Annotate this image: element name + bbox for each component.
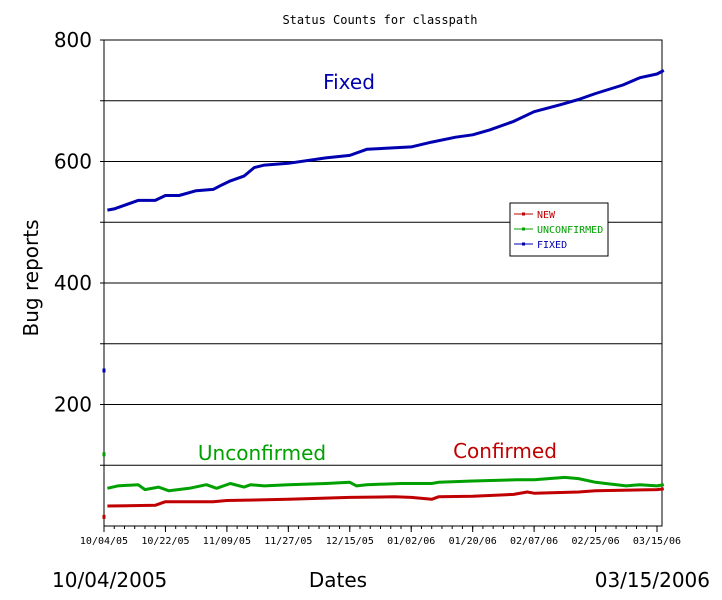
series-line-new (107, 487, 664, 508)
x-tick-label: 01/02/06 (387, 536, 435, 547)
start-date-label: 10/04/2005 (52, 568, 167, 592)
x-tick-label: 02/07/06 (510, 536, 558, 547)
x-axis-label: Dates (309, 568, 367, 592)
legend-label-new: NEW (537, 210, 556, 221)
series-start-point-unconfirmed (102, 452, 106, 457)
x-tick-label: 10/04/05 (80, 536, 128, 547)
x-tick-label: 10/22/05 (141, 536, 189, 547)
series-start-point-fixed (102, 368, 106, 373)
series-start-point-new (102, 514, 106, 519)
series-annotations: Confirmed Unconfirmed Fixed (198, 70, 557, 465)
series-annotation-new: Confirmed (453, 439, 557, 463)
end-date-label: 03/15/2006 (595, 568, 710, 592)
x-tick-label: 12/15/05 (326, 536, 374, 547)
x-tick-label: 11/27/05 (264, 536, 312, 547)
y-tick-label: 800 (54, 28, 92, 52)
legend-label-fixed: FIXED (537, 240, 567, 251)
x-tick-label: 02/25/06 (571, 536, 619, 547)
x-axis-ticks: 10/04/05 10/22/05 11/09/05 11/27/05 12/15/05… (80, 526, 681, 547)
x-tick-label: 03/15/06 (633, 536, 681, 547)
series-line-unconfirmed (107, 475, 665, 493)
legend-marker-fixed (522, 242, 525, 246)
x-tick-label: 01/20/06 (449, 536, 497, 547)
x-tick-label: 11/09/05 (203, 536, 251, 547)
chart-title: Status Counts for classpath (282, 13, 477, 27)
series-line-fixed (107, 69, 665, 212)
series-annotation-unconfirmed: Unconfirmed (198, 441, 326, 465)
legend-label-unconfirmed: UNCONFIRMED (537, 225, 603, 236)
legend-marker-new (522, 212, 525, 216)
series-lines (102, 69, 665, 519)
y-axis-label: Bug reports (19, 220, 43, 337)
y-tick-label: 200 (54, 393, 92, 417)
legend-marker-unconfirmed (522, 227, 525, 231)
series-annotation-fixed: Fixed (323, 70, 375, 94)
legend: NEW UNCONFIRMED FIXED (509, 202, 609, 257)
y-tick-label: 600 (54, 150, 92, 174)
y-tick-label: 400 (54, 271, 92, 295)
y-axis-ticks: 200 400 600 800 (54, 28, 104, 466)
